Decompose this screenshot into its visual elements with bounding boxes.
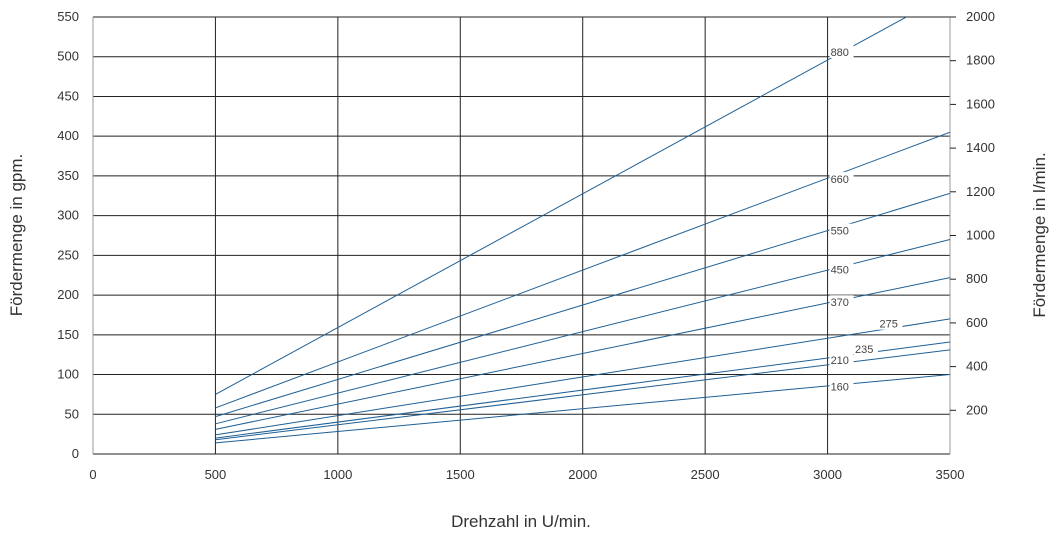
y-axis-right-title: Fördermenge in l/min.	[1030, 152, 1049, 317]
x-tick-label: 1500	[446, 467, 475, 482]
y-right-tick-label: 1800	[966, 53, 995, 68]
series-label-210: 210	[831, 355, 849, 367]
series-label-bg	[829, 262, 854, 276]
series-labels: 880 660 550 450 370 275 235 210 160	[829, 44, 903, 393]
y-left-tick-label: 250	[57, 247, 79, 262]
series-line-370	[215, 277, 950, 430]
series-label-bg	[878, 316, 903, 330]
y-right-tick-label: 800	[966, 271, 988, 286]
series-line-660	[215, 131, 950, 409]
series-line-160	[215, 374, 950, 444]
x-tick-label: 500	[205, 467, 227, 482]
y-axis-left-title: Fördermenge in gpm.	[7, 154, 26, 317]
y-right-tick-label: 2000	[966, 9, 995, 24]
series-label-bg	[829, 223, 854, 237]
series-label-bg	[829, 44, 854, 58]
x-tick-label: 2500	[691, 467, 720, 482]
series-label-660: 660	[831, 174, 849, 186]
series-line-235	[215, 341, 950, 439]
x-tick-label: 3000	[813, 467, 842, 482]
y-right-tick-label: 400	[966, 359, 988, 374]
series-line-275	[215, 318, 950, 436]
y-left-tick-label: 150	[57, 327, 79, 342]
y-right-tick-label: 600	[966, 315, 988, 330]
y-left-tick-label: 300	[57, 208, 79, 223]
series-label-bg	[854, 342, 879, 356]
y-right-tick-label: 1200	[966, 184, 995, 199]
y-left-tick-label: 350	[57, 168, 79, 183]
y-right-tick-label: 1000	[966, 228, 995, 243]
y-left-tick-label: 400	[57, 128, 79, 143]
series-label-370: 370	[831, 297, 849, 309]
x-tick-label: 3500	[936, 467, 965, 482]
grid	[92, 16, 951, 455]
x-tick-label: 0	[89, 467, 96, 482]
series-label-550: 550	[831, 226, 849, 238]
x-axis-title: Drehzahl in U/min.	[451, 512, 591, 531]
series-label-235: 235	[855, 344, 873, 356]
series-line-880	[215, 17, 908, 395]
series-label-bg	[829, 295, 854, 309]
y-right-tick-label: 200	[966, 402, 988, 417]
y-left-tick-label: 550	[57, 9, 79, 24]
series-label-880: 880	[831, 47, 849, 59]
y-right-tick-label: 1600	[966, 96, 995, 111]
series-line-550	[215, 192, 950, 418]
series-lines	[215, 17, 950, 444]
y-right-tick-label: 1400	[966, 140, 995, 155]
y-left-tick-label: 50	[65, 406, 79, 421]
axes: 0 50 100 150 200 250 300 350 400 450 500 550 0 500 100…	[57, 9, 995, 482]
x-tick-label: 2000	[568, 467, 597, 482]
y-left-tick-label: 450	[57, 88, 79, 103]
y-left-tick-label: 200	[57, 287, 79, 302]
series-label-bg	[829, 172, 854, 186]
series-line-210	[215, 349, 950, 441]
series-line-450	[215, 238, 950, 425]
series-label-bg	[829, 379, 854, 393]
series-label-bg	[829, 353, 854, 367]
x-tick-label: 1000	[323, 467, 352, 482]
y-left-tick-label: 100	[57, 367, 79, 382]
series-label-275: 275	[880, 319, 898, 331]
series-label-450: 450	[831, 265, 849, 277]
series-label-160: 160	[831, 381, 849, 393]
y-left-tick-label: 500	[57, 49, 79, 64]
y-left-tick-label: 0	[72, 446, 79, 461]
